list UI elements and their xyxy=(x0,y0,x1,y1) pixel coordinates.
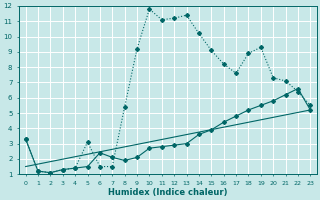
X-axis label: Humidex (Indice chaleur): Humidex (Indice chaleur) xyxy=(108,188,228,197)
